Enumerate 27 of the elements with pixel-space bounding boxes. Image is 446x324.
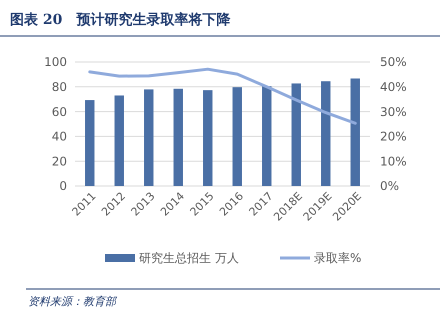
bar — [350, 78, 360, 186]
bar — [174, 88, 183, 186]
y2-tick-label: 30% — [380, 104, 407, 119]
y2-tick-label: 20% — [380, 130, 407, 144]
bar — [292, 83, 301, 186]
y-tick-label: 0 — [59, 179, 67, 194]
y-tick-label: 80 — [52, 80, 67, 94]
legend-label: 研究生总招生 万人 — [139, 251, 239, 266]
bar — [85, 100, 94, 186]
y-tick-label: 40 — [52, 130, 67, 144]
bar — [262, 86, 272, 186]
bar — [144, 89, 154, 186]
y-tick-label: 60 — [52, 104, 67, 119]
legend-label: 录取率% — [314, 251, 362, 266]
y-tick-label: 20 — [52, 154, 67, 168]
y2-tick-label: 0% — [380, 179, 400, 194]
y2-tick-label: 10% — [380, 154, 407, 168]
text: 资料来源：教育部 — [28, 295, 118, 308]
y2-tick-label: 50% — [380, 55, 407, 70]
chart-title: 图表 20 预计研究生录取率将下降 — [10, 11, 232, 28]
bar — [321, 81, 330, 186]
y2-tick-label: 40% — [380, 80, 407, 94]
bar — [203, 90, 212, 186]
y-tick-label: 100 — [44, 55, 67, 70]
bar — [114, 95, 124, 186]
line-series — [88, 68, 357, 125]
bar — [232, 87, 242, 186]
